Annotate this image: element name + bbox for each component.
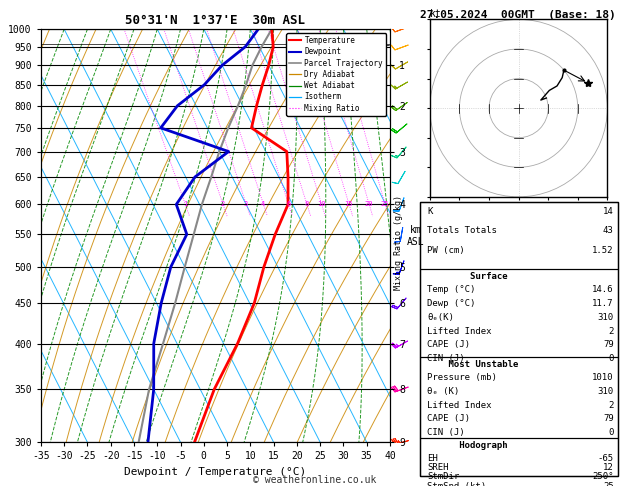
Text: 2: 2 [608, 401, 614, 410]
Text: kt: kt [430, 9, 442, 18]
Text: CAPE (J): CAPE (J) [428, 415, 470, 423]
Text: Mixing Ratio (g/kg): Mixing Ratio (g/kg) [394, 195, 403, 291]
Text: θₑ (K): θₑ (K) [428, 387, 460, 396]
Text: Dewp (°C): Dewp (°C) [428, 299, 476, 308]
Text: Totals Totals: Totals Totals [428, 226, 498, 235]
Text: 310: 310 [598, 387, 614, 396]
Text: 79: 79 [603, 340, 614, 349]
Text: 2: 2 [221, 201, 225, 208]
Text: StmSpd (kt): StmSpd (kt) [428, 482, 487, 486]
Text: 11.7: 11.7 [593, 299, 614, 308]
Text: 14: 14 [603, 207, 614, 216]
Text: Lifted Index: Lifted Index [428, 327, 492, 336]
Text: PW (cm): PW (cm) [428, 245, 465, 255]
Text: 0: 0 [608, 354, 614, 363]
Text: 25: 25 [381, 201, 389, 208]
Text: 2: 2 [608, 327, 614, 336]
Text: © weatheronline.co.uk: © weatheronline.co.uk [253, 474, 376, 485]
Text: Pressure (mb): Pressure (mb) [428, 373, 498, 382]
X-axis label: Dewpoint / Temperature (°C): Dewpoint / Temperature (°C) [125, 467, 306, 477]
Text: CAPE (J): CAPE (J) [428, 340, 470, 349]
Text: CIN (J): CIN (J) [428, 428, 465, 437]
Text: Most Unstable: Most Unstable [428, 360, 519, 368]
Text: θₑ(K): θₑ(K) [428, 313, 454, 322]
Text: 1: 1 [183, 201, 187, 208]
Bar [420, 269, 618, 357]
Text: LCL: LCL [375, 39, 390, 49]
Text: 8: 8 [304, 201, 309, 208]
Text: 43: 43 [603, 226, 614, 235]
Text: -65: -65 [598, 454, 614, 463]
Text: 6: 6 [286, 201, 291, 208]
Text: Hodograph: Hodograph [428, 441, 508, 450]
Text: StmDir: StmDir [428, 472, 460, 481]
Text: Surface: Surface [428, 272, 508, 281]
Text: 10: 10 [317, 201, 326, 208]
Text: EH: EH [428, 454, 438, 463]
Text: 12: 12 [603, 463, 614, 472]
Title: 50°31'N  1°37'E  30m ASL: 50°31'N 1°37'E 30m ASL [125, 14, 306, 27]
Text: CIN (J): CIN (J) [428, 354, 465, 363]
Text: K: K [428, 207, 433, 216]
Legend: Temperature, Dewpoint, Parcel Trajectory, Dry Adiabat, Wet Adiabat, Isotherm, Mi: Temperature, Dewpoint, Parcel Trajectory… [286, 33, 386, 116]
Text: 4: 4 [261, 201, 265, 208]
Text: 250°: 250° [593, 472, 614, 481]
Text: 0: 0 [608, 428, 614, 437]
Y-axis label: km
ASL: km ASL [407, 225, 425, 246]
Text: SREH: SREH [428, 463, 449, 472]
Text: 15: 15 [345, 201, 353, 208]
Bar [420, 202, 618, 269]
Text: 25: 25 [603, 482, 614, 486]
Text: 1.52: 1.52 [593, 245, 614, 255]
Text: 27.05.2024  00GMT  (Base: 18): 27.05.2024 00GMT (Base: 18) [420, 10, 615, 20]
Text: 310: 310 [598, 313, 614, 322]
Text: 14.6: 14.6 [593, 285, 614, 295]
Text: 1010: 1010 [593, 373, 614, 382]
Bar [420, 438, 618, 476]
Text: 20: 20 [365, 201, 373, 208]
Text: Temp (°C): Temp (°C) [428, 285, 476, 295]
Text: 3: 3 [244, 201, 248, 208]
Text: Lifted Index: Lifted Index [428, 401, 492, 410]
Bar [420, 357, 618, 438]
Text: 79: 79 [603, 415, 614, 423]
